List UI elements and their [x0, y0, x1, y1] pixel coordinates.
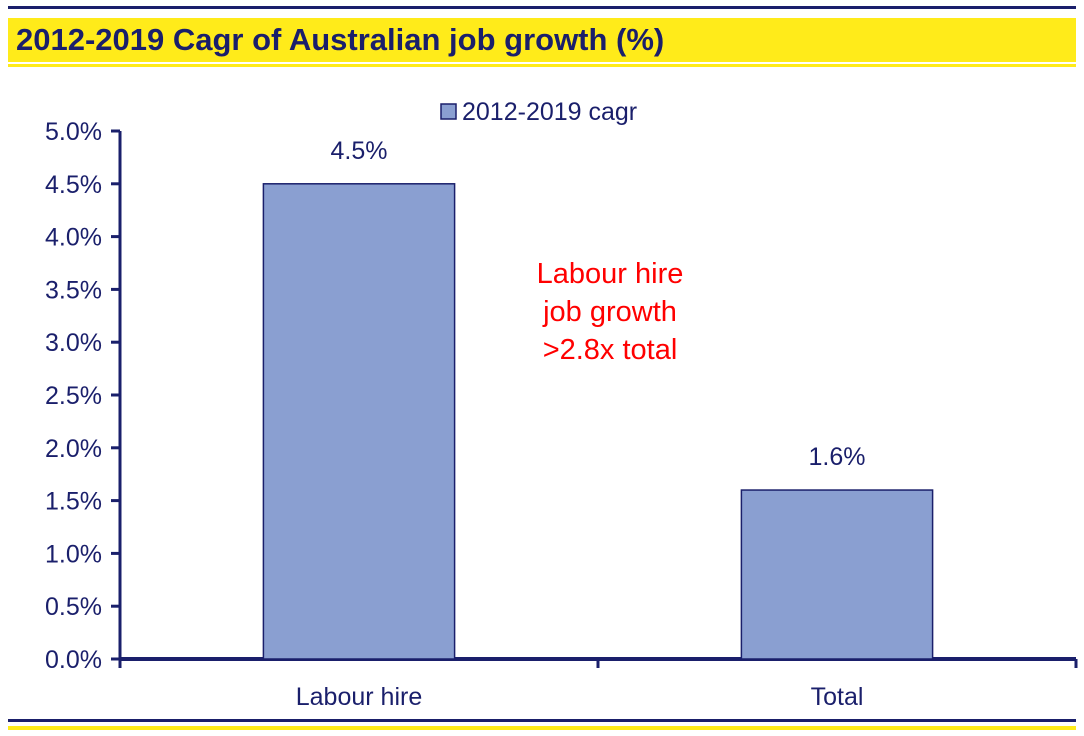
legend-swatch [440, 103, 457, 120]
y-tick-label: 3.5% [45, 276, 102, 304]
legend-label: 2012-2019 cagr [462, 98, 637, 126]
annotation-line: >2.8x total [543, 334, 678, 366]
annotation-line: Labour hire [537, 258, 684, 290]
y-tick-label: 2.0% [45, 435, 102, 463]
y-tick-label: 0.5% [45, 593, 102, 621]
y-tick-label: 3.0% [45, 329, 102, 357]
bottom-accent [8, 726, 1076, 730]
bar-total [740, 489, 934, 660]
bar-value-label: 4.5% [331, 137, 388, 165]
y-tick-label: 0.0% [45, 646, 102, 674]
y-tick-label: 1.5% [45, 488, 102, 516]
chart-title: 2012-2019 Cagr of Australian job growth … [16, 22, 665, 57]
y-tick-label: 4.5% [45, 171, 102, 199]
y-tick-label: 1.0% [45, 540, 102, 568]
y-tick-label: 2.5% [45, 382, 102, 410]
annotation-line: job growth [542, 296, 677, 328]
bar-labour-hire [262, 183, 456, 660]
y-tick-label: 4.0% [45, 224, 102, 252]
title-underline [8, 64, 1076, 67]
bar-value-label: 1.6% [809, 443, 866, 471]
y-tick-label: 5.0% [45, 118, 102, 146]
top-rule [8, 6, 1076, 9]
bottom-rule [8, 719, 1076, 722]
x-category-label: Total [811, 683, 864, 711]
x-category-label: Labour hire [296, 683, 422, 711]
title-banner: 2012-2019 Cagr of Australian job growth … [8, 18, 1076, 62]
